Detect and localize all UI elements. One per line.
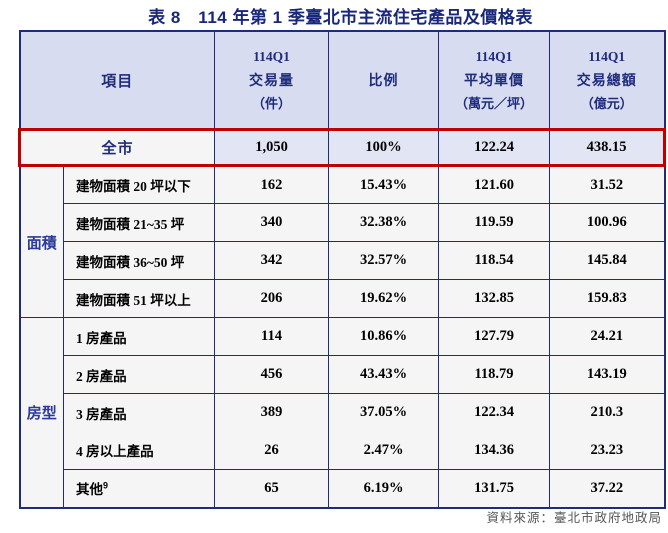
- table-title: 表 8 114 年第 1 季臺北市主流住宅產品及價格表: [148, 8, 533, 27]
- column-header-item: 項目: [18, 30, 216, 130]
- table-row: 建物面積 21~35 坪 340 32.38% 119.59 100.96: [20, 203, 666, 242]
- cell-total-amount: 24.21: [549, 317, 666, 356]
- citywide-volume: 1,050: [214, 128, 330, 167]
- column-header-ratio: 比例: [328, 30, 440, 130]
- header-quarter: 114Q1: [475, 48, 513, 64]
- row-label-other: 其他9: [62, 469, 216, 508]
- table-row: 房型 1 房產品 114 10.86% 127.79 24.21: [19, 317, 666, 508]
- cell-total-amount: 143.19: [549, 355, 666, 394]
- cell-ratio: 2.47%: [328, 431, 440, 470]
- cell-avg-price: 127.79: [438, 317, 551, 356]
- cell-avg-price: 122.34: [438, 393, 551, 432]
- citywide-label: 全市: [17, 128, 216, 167]
- cell-total-amount: 23.23: [549, 431, 666, 470]
- table-row: 4 房以上產品 26 2.47% 134.36 23.23: [20, 431, 666, 470]
- cell-ratio: 32.38%: [328, 203, 440, 242]
- row-label: 建物面積 20 坪以下: [62, 165, 216, 204]
- cell-ratio: 43.43%: [328, 355, 440, 394]
- cell-total-amount: 210.3: [549, 393, 666, 432]
- row-label: 2 房產品: [62, 355, 216, 394]
- table-row: 建物面積 51 坪以上 206 19.62% 132.85 159.83: [20, 279, 666, 318]
- cell-avg-price: 118.54: [438, 241, 551, 280]
- cell-volume: 206: [214, 279, 330, 318]
- citywide-total-amount: 438.15: [549, 128, 667, 167]
- cell-volume: 114: [214, 317, 330, 356]
- cell-avg-price: 132.85: [438, 279, 551, 318]
- cell-ratio: 37.05%: [328, 393, 440, 432]
- cell-ratio: 15.43%: [328, 165, 440, 204]
- table-row: 面積 建物面積 20 坪以下 162 15.43% 121.60 31.52: [19, 165, 666, 318]
- group-label-room-type: 房型: [19, 317, 64, 508]
- footnote-marker: 9: [103, 480, 109, 491]
- table-row: 建物面積 36~50 坪 342 32.57% 118.54 145.84: [20, 241, 666, 280]
- header-label: 交易總額: [576, 71, 637, 88]
- header-unit: （件）: [252, 95, 292, 111]
- row-label: 建物面積 36~50 坪: [62, 241, 216, 280]
- header-quarter: 114Q1: [588, 48, 626, 64]
- cell-volume: 342: [214, 241, 330, 280]
- header-label: 比例: [368, 71, 399, 88]
- cell-volume: 65: [214, 469, 330, 508]
- source-note: 資料來源：臺北市政府地政局: [486, 511, 662, 525]
- group-label-area: 面積: [19, 165, 64, 318]
- cell-volume: 162: [214, 165, 330, 204]
- cell-total-amount: 31.52: [549, 165, 666, 204]
- header-row: 項目 114Q1 交易量 （件） 比例 114Q1 平均單價: [18, 30, 666, 130]
- header-unit: （萬元／坪）: [455, 95, 534, 111]
- row-label: 1 房產品: [62, 317, 216, 356]
- cell-total-amount: 159.83: [549, 279, 666, 318]
- cell-total-amount: 37.22: [549, 469, 666, 508]
- cell-volume: 26: [214, 431, 330, 470]
- header-label: 交易量: [249, 71, 295, 88]
- row-label: 其他: [76, 482, 103, 498]
- cell-avg-price: 119.59: [438, 203, 551, 242]
- cell-avg-price: 131.75: [438, 469, 551, 508]
- citywide-avg-price: 122.24: [438, 128, 551, 167]
- header-unit: （億元）: [580, 95, 633, 111]
- citywide-ratio: 100%: [328, 128, 440, 167]
- cell-volume: 456: [214, 355, 330, 394]
- column-header-avg-price: 114Q1 平均單價 （萬元／坪）: [438, 30, 551, 130]
- header-label: 平均單價: [464, 71, 525, 88]
- row-label: 建物面積 21~35 坪: [62, 203, 216, 242]
- cell-total-amount: 100.96: [549, 203, 666, 242]
- row-label: 3 房產品: [62, 393, 216, 432]
- cell-avg-price: 121.60: [438, 165, 551, 204]
- table-row: 3 房產品 389 37.05% 122.34 210.3: [20, 393, 666, 432]
- cell-total-amount: 145.84: [549, 241, 666, 280]
- cell-ratio: 32.57%: [328, 241, 440, 280]
- cell-avg-price: 118.79: [438, 355, 551, 394]
- citywide-highlight-row: 全市 1,050 100% 122.24 438.15: [17, 128, 667, 167]
- row-label: 建物面積 51 坪以上: [62, 279, 216, 318]
- cell-avg-price: 134.36: [438, 431, 551, 470]
- column-header-volume: 114Q1 交易量 （件）: [214, 30, 330, 130]
- table-row: 2 房產品 456 43.43% 118.79 143.19: [20, 355, 666, 394]
- cell-ratio: 19.62%: [328, 279, 440, 318]
- row-label: 4 房以上產品: [62, 431, 216, 470]
- cell-ratio: 6.19%: [328, 469, 440, 508]
- column-header-total-amount: 114Q1 交易總額 （億元）: [549, 30, 666, 130]
- cell-volume: 340: [214, 203, 330, 242]
- header-quarter: 114Q1: [253, 48, 290, 64]
- table-row: 其他9 65 6.19% 131.75 37.22: [20, 469, 666, 508]
- housing-price-table: 項目 114Q1 交易量 （件） 比例 114Q1 平均單價: [17, 30, 667, 509]
- cell-volume: 389: [214, 393, 330, 432]
- cell-ratio: 10.86%: [328, 317, 440, 356]
